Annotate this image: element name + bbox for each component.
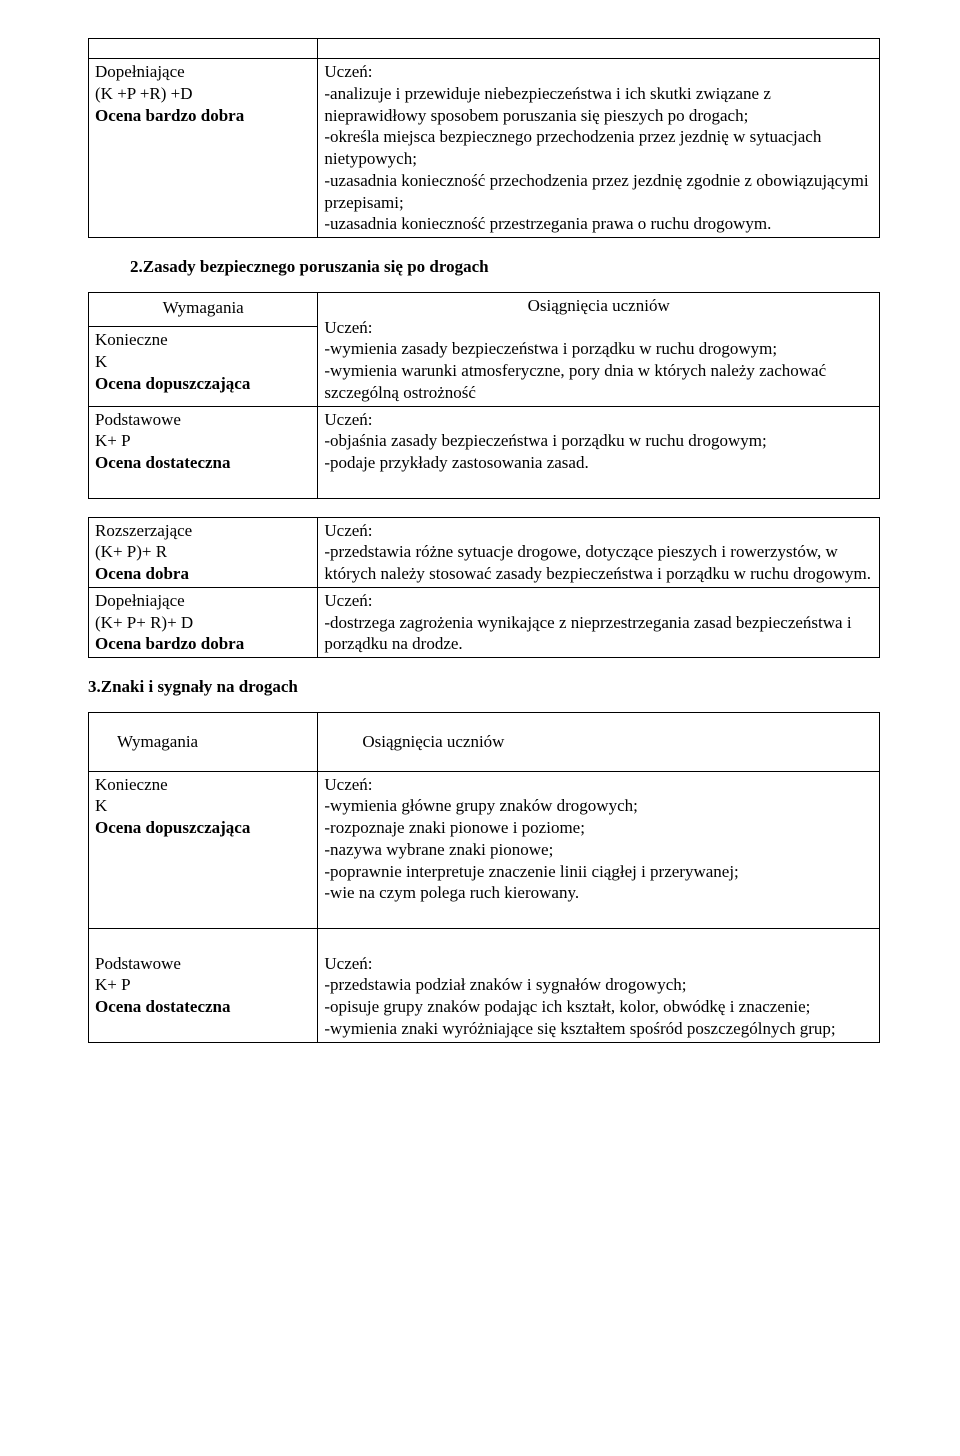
header-left: Wymagania <box>89 292 318 327</box>
cell-left: Dopełniające (K +P +R) +D Ocena bardzo d… <box>89 59 318 238</box>
text-line: -objaśnia zasady bezpieczeństwa i porząd… <box>324 430 873 452</box>
text-line: Dopełniające <box>95 61 311 83</box>
text-line: -uzasadnia konieczność przechodzenia prz… <box>324 170 873 214</box>
cell-right: Uczeń: -przedstawia podział znaków i syg… <box>318 928 880 1042</box>
text-line: Uczeń: <box>324 774 873 796</box>
text-line: Uczeń: <box>324 317 873 339</box>
text-line: -podaje przykłady zastosowania zasad. <box>324 452 873 474</box>
text-line: -wie na czym polega ruch kierowany. <box>324 882 873 904</box>
text-line: Uczeń: <box>324 953 873 975</box>
text-line: K <box>95 351 311 373</box>
text-line: (K+ P)+ R <box>95 541 311 563</box>
text-line: (K +P +R) +D <box>95 83 311 105</box>
cell-left: Podstawowe K+ P Ocena dostateczna <box>89 928 318 1042</box>
cell-right: Uczeń: -analizuje i przewiduje niebezpie… <box>318 59 880 238</box>
text-line: -analizuje i przewiduje niebezpieczeństw… <box>324 83 873 127</box>
cell-right: Uczeń: -objaśnia zasady bezpieczeństwa i… <box>318 406 880 498</box>
text-line: -wymienia zasady bezpieczeństwa i porząd… <box>324 338 873 360</box>
text-line: -poprawnie interpretuje znaczenie linii … <box>324 861 873 883</box>
section-heading-3: 3.Znaki i sygnały na drogach <box>88 676 880 698</box>
text-line: Uczeń: <box>324 409 873 431</box>
table-2b: Rozszerzające (K+ P)+ R Ocena dobra Ucze… <box>88 517 880 659</box>
cell-left: Konieczne K Ocena dopuszczająca <box>89 771 318 928</box>
text-line: Podstawowe <box>95 953 311 975</box>
table-2a: Wymagania Osiągnięcia uczniów Uczeń: -wy… <box>88 292 880 499</box>
table-row <box>89 39 880 59</box>
spacer <box>324 474 873 496</box>
text-line: Ocena dostateczna <box>95 452 311 474</box>
table-row: Dopełniające (K+ P+ R)+ D Ocena bardzo d… <box>89 587 880 657</box>
text-line: Podstawowe <box>95 409 311 431</box>
text-line: K+ P <box>95 430 311 452</box>
text-line: Uczeń: <box>324 520 873 542</box>
text-line: Ocena dobra <box>95 563 311 585</box>
text-line: Konieczne <box>95 774 311 796</box>
text-line: Konieczne <box>95 329 311 351</box>
text-line: -uzasadnia konieczność przestrzegania pr… <box>324 213 873 235</box>
cell-right: Uczeń: -dostrzega zagrożenia wynikające … <box>318 587 880 657</box>
table-row: Rozszerzające (K+ P)+ R Ocena dobra Ucze… <box>89 517 880 587</box>
text-line: -określa miejsca bezpiecznego przechodze… <box>324 126 873 170</box>
cell-empty-left <box>89 39 318 59</box>
table-row: Dopełniające (K +P +R) +D Ocena bardzo d… <box>89 59 880 238</box>
text-line: K+ P <box>95 974 311 996</box>
table-row: Podstawowe K+ P Ocena dostateczna Uczeń:… <box>89 406 880 498</box>
cell-right: Uczeń: -wymienia główne grupy znaków dro… <box>318 771 880 928</box>
text-line: -nazywa wybrane znaki pionowe; <box>324 839 873 861</box>
cell-left: Konieczne K Ocena dopuszczająca <box>89 327 318 406</box>
text-line: Rozszerzające <box>95 520 311 542</box>
cell-left: Rozszerzające (K+ P)+ R Ocena dobra <box>89 517 318 587</box>
table-1: Dopełniające (K +P +R) +D Ocena bardzo d… <box>88 38 880 238</box>
header-right: Osiągnięcia uczniów <box>318 712 880 771</box>
cell-right: Osiągnięcia uczniów Uczeń: -wymienia zas… <box>318 292 880 406</box>
text-line: -przedstawia różne sytuacje drogowe, dot… <box>324 541 873 585</box>
table-row: Podstawowe K+ P Ocena dostateczna Uczeń:… <box>89 928 880 1042</box>
spacer <box>324 931 873 953</box>
text-line: -opisuje grupy znaków podając ich kształ… <box>324 996 873 1018</box>
cell-empty-right <box>318 39 880 59</box>
text-line: -dostrzega zagrożenia wynikające z niepr… <box>324 612 873 656</box>
table-3: Wymagania Osiągnięcia uczniów Konieczne … <box>88 712 880 1043</box>
text-line: (K+ P+ R)+ D <box>95 612 311 634</box>
text-line: Uczeń: <box>324 61 873 83</box>
table-row: Wymagania Osiągnięcia uczniów Uczeń: -wy… <box>89 292 880 327</box>
text-line: Ocena dopuszczająca <box>95 373 311 395</box>
text-line: -przedstawia podział znaków i sygnałów d… <box>324 974 873 996</box>
spacer <box>324 904 873 926</box>
text-line: Ocena dostateczna <box>95 996 311 1018</box>
text-line: Ocena bardzo dobra <box>95 633 311 655</box>
text-line: -wymienia warunki atmosferyczne, pory dn… <box>324 360 873 404</box>
text-line: Ocena dopuszczająca <box>95 817 311 839</box>
cell-left: Podstawowe K+ P Ocena dostateczna <box>89 406 318 498</box>
text-line: -rozpoznaje znaki pionowe i poziome; <box>324 817 873 839</box>
header-left: Wymagania <box>89 712 318 771</box>
header-right: Osiągnięcia uczniów <box>324 295 873 317</box>
section-heading-2: 2.Zasady bezpiecznego poruszania się po … <box>130 256 880 278</box>
text-line: Ocena bardzo dobra <box>95 105 311 127</box>
table-row: Konieczne K Ocena dopuszczająca Uczeń: -… <box>89 771 880 928</box>
cell-right: Uczeń: -przedstawia różne sytuacje drogo… <box>318 517 880 587</box>
text-line: Uczeń: <box>324 590 873 612</box>
spacer <box>95 931 311 953</box>
text-line: Dopełniające <box>95 590 311 612</box>
text-line: -wymienia znaki wyróżniające się kształt… <box>324 1018 873 1040</box>
table-row: Wymagania Osiągnięcia uczniów <box>89 712 880 771</box>
text-line: -wymienia główne grupy znaków drogowych; <box>324 795 873 817</box>
cell-left: Dopełniające (K+ P+ R)+ D Ocena bardzo d… <box>89 587 318 657</box>
text-line: K <box>95 795 311 817</box>
